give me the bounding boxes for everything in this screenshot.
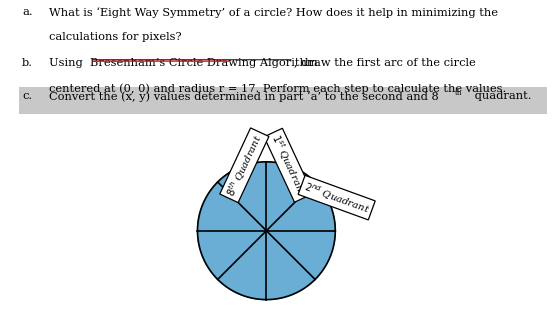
Text: b.: b.	[22, 58, 33, 68]
FancyBboxPatch shape	[19, 87, 547, 114]
Text: $2^{nd}$ Quadrant: $2^{nd}$ Quadrant	[302, 179, 372, 216]
Text: Using: Using	[49, 58, 87, 68]
Text: th: th	[455, 89, 462, 96]
Text: calculations for pixels?: calculations for pixels?	[49, 32, 182, 42]
Text: c.: c.	[22, 91, 32, 101]
Text: Bresenham’s Circle Drawing Algorithm: Bresenham’s Circle Drawing Algorithm	[90, 58, 317, 68]
Text: centered at (0, 0) and radius r = 17. Perform each step to calculate the values.: centered at (0, 0) and radius r = 17. Pe…	[49, 83, 506, 94]
Text: a.: a.	[22, 7, 33, 17]
Text: Convert the (x, y) values determined in part ‘a’ to the second and 8: Convert the (x, y) values determined in …	[49, 91, 439, 102]
Text: quadrant.: quadrant.	[471, 91, 531, 101]
Text: $8^{th}$ Quadrant: $8^{th}$ Quadrant	[224, 132, 265, 199]
Polygon shape	[198, 162, 335, 300]
Text: What is ‘Eight Way Symmetry’ of a circle? How does it help in minimizing the: What is ‘Eight Way Symmetry’ of a circle…	[49, 7, 498, 18]
Text: , draw the first arc of the circle: , draw the first arc of the circle	[294, 58, 476, 68]
Text: $1^{st}$ Quadrant: $1^{st}$ Quadrant	[268, 132, 309, 198]
